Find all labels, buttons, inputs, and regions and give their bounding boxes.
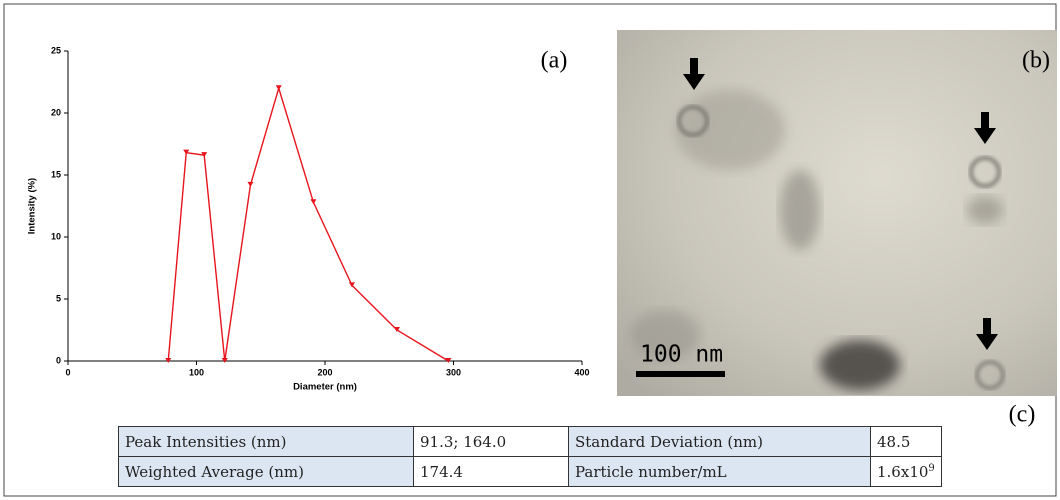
data-point [183, 149, 190, 155]
data-point [201, 152, 208, 158]
x-tick-label: 200 [317, 367, 332, 377]
table-cell: Standard Deviation (nm) [568, 426, 871, 457]
data-point [165, 358, 172, 363]
table-cell: 1.6x109 [870, 456, 942, 487]
cell-exponent: 9 [928, 462, 935, 474]
table-cell: Particle number/mL [568, 456, 871, 487]
y-tick-label: 10 [51, 231, 61, 241]
y-tick-label: 20 [51, 107, 61, 117]
data-point [445, 358, 452, 363]
x-tick-label: 100 [189, 367, 204, 377]
data-point [393, 327, 400, 332]
data-point [247, 181, 254, 187]
y-tick-label: 5 [56, 293, 61, 303]
panel-label: (c) [1009, 402, 1036, 428]
y-axis-label: Intensity (%) [27, 178, 38, 234]
x-axis-label: Diameter (nm) [293, 382, 357, 393]
table-cell: Weighted Average (nm) [118, 456, 414, 487]
scale-bar-label: 100 nm [640, 342, 723, 368]
micrograph [617, 30, 1057, 396]
y-tick-label: 0 [56, 355, 61, 365]
x-tick-label: 0 [65, 367, 70, 377]
x-tick-label: 400 [574, 367, 589, 377]
panel-label: (b) [1022, 48, 1050, 74]
y-tick-label: 15 [51, 169, 61, 179]
panel-label: (a) [541, 48, 568, 74]
y-tick-label: 25 [51, 45, 61, 55]
data-line [167, 85, 449, 362]
data-point [310, 199, 317, 205]
cell-text: 1.6x10 [877, 462, 929, 481]
table-cell: 174.4 [413, 456, 569, 487]
table-cell: Peak Intensities (nm) [118, 426, 414, 457]
table-cell: 48.5 [870, 426, 942, 457]
table-cell: 91.3; 164.0 [413, 426, 569, 457]
x-tick-label: 300 [446, 367, 461, 377]
data-point [275, 85, 282, 91]
summary-table: Peak Intensities (nm) 91.3; 164.0 Standa… [118, 426, 942, 487]
data-point [348, 282, 355, 288]
data-point [221, 358, 228, 363]
